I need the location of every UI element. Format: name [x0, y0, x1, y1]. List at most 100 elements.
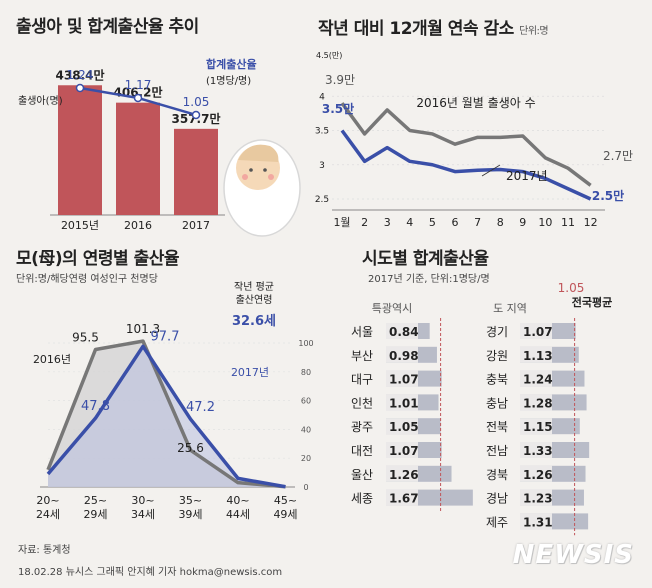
monthly-xtick-0: 1월: [333, 216, 350, 229]
age-line-2017: [46, 344, 286, 489]
region-value-1-5: 1.33: [523, 444, 553, 458]
monthly-ytick-3: 2.5: [315, 195, 329, 205]
baby-eye-right: [263, 168, 267, 172]
age-label-2016-1: 95.5: [72, 330, 99, 344]
monthly-ytick-2: 3: [319, 161, 325, 171]
age-avg-value: 32.6세: [232, 314, 276, 329]
age-label-2016-3: 25.6: [177, 441, 204, 455]
region-panel-unit: 2017년 기준, 단위:1명당/명: [368, 274, 490, 285]
monthly-series-line-1: [340, 129, 592, 201]
region-bar-label-bg-0-6: [386, 465, 418, 482]
age-label-2017-3: 47.2: [186, 400, 215, 415]
region-name-0-3: 인천: [351, 395, 373, 410]
age-panel-unit: 단위:명/해당연령 여성인구 천명당: [16, 274, 158, 285]
region-name-1-2: 충북: [486, 373, 508, 387]
births-bar-0: [58, 85, 102, 215]
rate-series-label: 합계출산율: [206, 57, 257, 71]
age-avg-label: 작년 평균 출산연령: [234, 281, 274, 306]
region-value-1-1: 1.13: [523, 349, 553, 363]
rate-point-0: [75, 83, 85, 93]
age-ytick-4: 20: [301, 454, 311, 463]
monthly-xtick-1: 2: [361, 216, 368, 229]
region-name-0-7: 세종: [351, 492, 373, 506]
age-series-name-2017: 2017년: [231, 366, 269, 379]
region-bar-label-bg-0-5: [386, 442, 418, 458]
rate-unit-label: (1명당/명): [206, 75, 251, 87]
monthly-xtick-5: 6: [452, 216, 459, 229]
region-value-0-0: 0.84: [389, 325, 419, 339]
age-series-name-2016: 2016년: [33, 353, 71, 366]
region-panel-title: 시도별 합계출산율: [362, 249, 489, 269]
newsis-logo: NEWSIS: [512, 540, 634, 570]
age-area-2017: [48, 346, 286, 487]
region-name-1-6: 경북: [486, 468, 508, 482]
monthly-unit: 단위:명: [519, 26, 549, 37]
region-name-0-0: 서울: [351, 325, 373, 339]
monthly-series-name-2016: 2016년 월별 출생아 수: [416, 96, 535, 110]
monthly-xtick-6: 7: [474, 216, 481, 229]
source-text: 자료: 통계청: [18, 545, 71, 556]
region-bar-label-bg-1-2: [520, 370, 552, 387]
region-national-value: 1.05: [558, 281, 585, 295]
region-value-0-5: 1.07: [389, 444, 419, 458]
births-series-label: 출생아(명): [18, 95, 63, 107]
births-bar-1: [116, 102, 160, 215]
monthly-xtick-10: 11: [561, 216, 575, 229]
monthly-series-line-0: [340, 102, 592, 187]
region-name-0-1: 부산: [351, 349, 373, 363]
region-value-1-6: 1.26: [523, 468, 553, 482]
region-value-0-1: 0.98: [389, 349, 419, 363]
region-value-1-4: 1.15: [523, 420, 553, 434]
region-value-0-3: 1.01: [389, 396, 419, 410]
monthly-panel-title: 작년 대비 12개월 연속 감소 단위:명: [318, 14, 549, 39]
rate-point-2: [191, 110, 201, 120]
monthly-start-label-2017: 3.5만: [322, 101, 354, 116]
births-year-label-2: 2017: [182, 219, 210, 232]
monthly-ytick-0: 4: [319, 92, 325, 102]
births-year-label-1: 2016: [124, 219, 152, 232]
age-ytick-5: 0: [303, 483, 308, 492]
monthly-xtick-11: 12: [584, 216, 598, 229]
age-xtick-1: 25~ 29세: [83, 494, 107, 521]
age-ytick-0: 100: [298, 339, 313, 348]
monthly-xtick-8: 9: [519, 216, 526, 229]
age-label-2017-2: 97.7: [151, 329, 180, 344]
region-name-1-1: 강원: [486, 349, 508, 363]
region-bar-label-bg-0-0: [386, 323, 418, 339]
region-header-1: 도 지역: [493, 302, 527, 315]
region-bar-label-bg-0-1: [386, 346, 418, 363]
age-xtick-2: 30~ 34세: [131, 494, 155, 521]
region-value-0-7: 1.67: [389, 492, 419, 506]
monthly-2017-pointer: [481, 164, 501, 177]
age-panel-title: 모(母)의 연령별 출산율: [16, 249, 180, 269]
region-name-1-4: 전북: [486, 420, 508, 434]
rate-label-2: 1.05: [183, 95, 210, 109]
region-bar-label-bg-1-7: [520, 489, 552, 506]
age-xtick-5: 45~ 49세: [273, 494, 297, 521]
age-ytick-1: 80: [301, 368, 311, 377]
rate-label-1: 1.17: [125, 78, 152, 92]
region-value-1-0: 1.07: [523, 325, 553, 339]
region-bar-label-bg-0-3: [386, 394, 418, 411]
region-name-1-5: 전남: [486, 444, 508, 458]
age-ytick-2: 60: [301, 397, 311, 406]
monthly-end-label-2017: 2.5만: [592, 188, 624, 203]
age-label-2016-2: 101.3: [126, 322, 160, 336]
region-value-0-4: 1.05: [389, 420, 419, 434]
region-national-label: 전국평균: [572, 295, 612, 309]
monthly-series-name-2017: 2017년: [506, 169, 548, 183]
region-bar-label-bg-1-6: [520, 465, 552, 482]
region-header-0: 특광역시: [372, 302, 412, 315]
region-bar-label-bg-1-4: [520, 418, 552, 435]
region-bar-label-bg-1-8: [520, 513, 552, 530]
region-name-0-2: 대구: [351, 373, 373, 387]
rate-label-0: 1.24: [67, 68, 94, 82]
monthly-xtick-9: 10: [538, 216, 552, 229]
region-bar-label-bg-0-4: [386, 418, 418, 435]
births-bar-2: [174, 128, 218, 215]
age-label-2017-1: 47.8: [81, 399, 110, 414]
region-bar-label-bg-1-3: [520, 394, 552, 411]
region-name-1-0: 경기: [486, 325, 508, 339]
region-bar-label-bg-0-7: [386, 489, 418, 506]
region-value-1-2: 1.24: [523, 373, 553, 387]
